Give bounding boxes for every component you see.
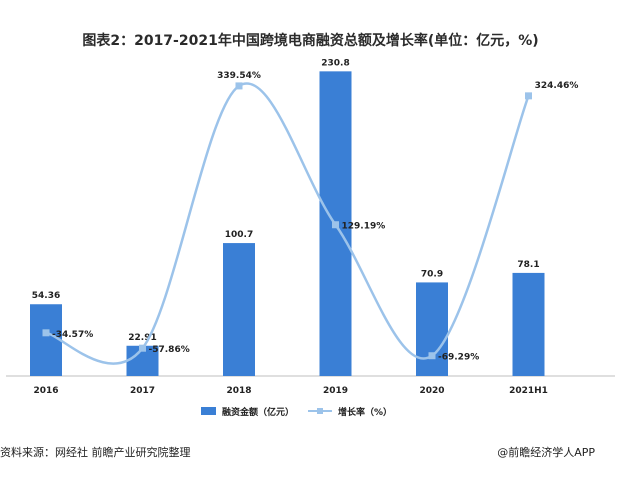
bar-label-2021H1: 78.1 bbox=[517, 260, 539, 270]
x-tick-2017: 2017 bbox=[130, 386, 155, 396]
x-tick-2020: 2020 bbox=[419, 386, 444, 396]
bar-label-2018: 100.7 bbox=[225, 230, 253, 240]
legend-bar-label: 融资金额（亿元） bbox=[222, 406, 294, 418]
line-point-2018 bbox=[235, 82, 243, 90]
line-point-2021H1 bbox=[525, 92, 532, 100]
x-tick-2019: 2019 bbox=[323, 386, 348, 396]
line-point-2019 bbox=[332, 221, 339, 229]
bar-2020 bbox=[416, 282, 448, 376]
legend-line-marker bbox=[317, 408, 323, 414]
bar-2016 bbox=[30, 304, 62, 376]
brand-credit: @前瞻经济学人APP bbox=[497, 446, 595, 459]
line-label-2020: -69.29% bbox=[438, 353, 479, 363]
source-note: 资料来源：网经社 前瞻产业研究院整理 bbox=[0, 446, 191, 459]
x-tick-2018: 2018 bbox=[226, 386, 251, 396]
bar-label-2016: 54.36 bbox=[32, 291, 60, 301]
line-point-2016 bbox=[42, 329, 50, 337]
growth-rate-line bbox=[45, 82, 530, 365]
bar-2018 bbox=[223, 243, 255, 376]
line-label-2019: 129.19% bbox=[342, 222, 386, 232]
bar-label-2019: 230.8 bbox=[321, 58, 349, 68]
chart-title: 图表2：2017-2021年中国跨境电商融资总额及增长率(单位：亿元，%) bbox=[82, 33, 539, 49]
bar-2021H1 bbox=[512, 272, 545, 376]
x-tick-2016: 2016 bbox=[33, 386, 58, 396]
line-point-2017 bbox=[139, 344, 146, 352]
line-label-2016: -34.57% bbox=[52, 330, 93, 340]
legend-bar-swatch bbox=[201, 407, 216, 415]
line-label-2018: 339.54% bbox=[217, 71, 261, 81]
legend-line-label: 增长率（%） bbox=[338, 406, 392, 418]
bar-label-2017: 22.91 bbox=[128, 333, 156, 343]
x-tick-2021H1: 2021H1 bbox=[509, 386, 548, 396]
line-point-2020 bbox=[428, 352, 436, 360]
line-label-2021H1: 324.46% bbox=[535, 81, 579, 91]
bar-label-2020: 70.9 bbox=[421, 269, 443, 279]
line-label-2017: -57.86% bbox=[149, 345, 190, 355]
